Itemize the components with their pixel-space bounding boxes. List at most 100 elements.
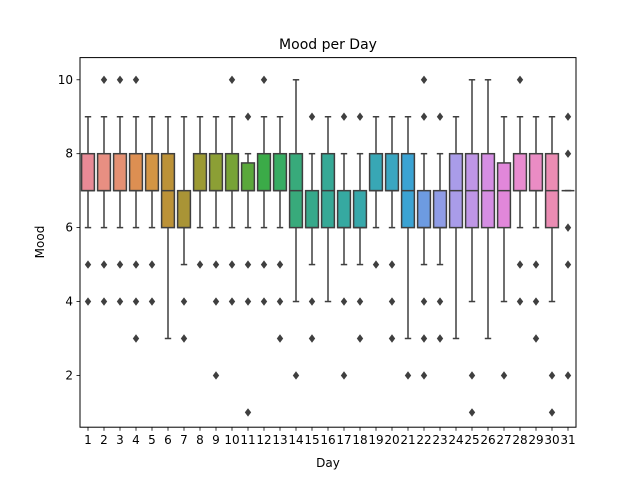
x-tick-label: 29 <box>528 433 543 447</box>
outlier-point <box>516 297 524 306</box>
outlier-point <box>340 112 348 121</box>
outlier-point <box>388 334 396 343</box>
box-day-22 <box>416 75 432 380</box>
y-tick-label: 10 <box>58 73 73 87</box>
box-body <box>336 189 352 229</box>
x-tick-label: 3 <box>116 433 124 447</box>
outlier-point <box>372 260 380 269</box>
outlier-point <box>212 297 220 306</box>
outlier-point <box>532 260 540 269</box>
outlier-point <box>212 371 220 380</box>
box-day-2 <box>96 75 112 306</box>
outlier-point <box>116 297 124 306</box>
x-tick-label: 12 <box>256 433 271 447</box>
outlier-point <box>548 408 556 417</box>
x-tick-label: 30 <box>544 433 559 447</box>
outlier-point <box>244 112 252 121</box>
box-day-19 <box>368 115 384 269</box>
y-axis-ticks: 2 4 6 8 10 <box>58 73 80 382</box>
box-body <box>304 189 320 229</box>
outlier-point <box>84 260 92 269</box>
y-tick-label: 6 <box>65 221 73 235</box>
x-tick-label: 20 <box>384 433 399 447</box>
box-day-18 <box>352 112 368 343</box>
box-day-1 <box>80 115 96 306</box>
box-day-26 <box>480 79 496 340</box>
outlier-point <box>100 297 108 306</box>
box-body <box>256 152 272 192</box>
box-day-15 <box>304 112 320 343</box>
box-day-4 <box>128 75 144 343</box>
box-body <box>496 162 512 229</box>
box-day-7 <box>176 115 192 343</box>
outlier-point <box>564 260 572 269</box>
x-tick-label: 16 <box>320 433 335 447</box>
box-body <box>240 162 256 192</box>
outlier-point <box>100 260 108 269</box>
box-body <box>368 152 384 192</box>
box-day-17 <box>336 112 352 380</box>
box-body <box>80 152 96 192</box>
box-body <box>112 152 128 192</box>
plot-area-frame <box>79 57 577 428</box>
x-tick-label: 26 <box>480 433 495 447</box>
outlier-point <box>340 371 348 380</box>
x-tick-label: 7 <box>180 433 188 447</box>
x-tick-label: 4 <box>132 433 140 447</box>
y-tick-label: 4 <box>65 295 73 309</box>
x-tick-label: 28 <box>512 433 527 447</box>
outlier-point <box>404 371 412 380</box>
outlier-point <box>516 75 524 84</box>
outlier-point <box>276 260 284 269</box>
box-body <box>528 152 544 192</box>
box-day-25 <box>464 79 480 417</box>
x-tick-label: 22 <box>416 433 431 447</box>
x-tick-label: 19 <box>368 433 383 447</box>
box-body <box>128 152 144 192</box>
outlier-point <box>356 334 364 343</box>
outlier-point <box>84 297 92 306</box>
x-tick-label: 6 <box>164 433 172 447</box>
outlier-point <box>564 371 572 380</box>
box-day-27 <box>496 115 512 380</box>
outlier-point <box>228 75 236 84</box>
box-body <box>272 152 288 192</box>
outlier-point <box>180 334 188 343</box>
box-day-11 <box>240 112 256 417</box>
outlier-point <box>180 297 188 306</box>
outlier-point <box>420 112 428 121</box>
outlier-point <box>436 334 444 343</box>
outlier-point <box>116 75 124 84</box>
outlier-point <box>228 260 236 269</box>
x-tick-label: 2 <box>100 433 108 447</box>
box-day-14 <box>288 79 304 380</box>
box-day-3 <box>112 75 128 306</box>
box-day-9 <box>208 115 224 380</box>
box-day-21 <box>400 115 416 380</box>
box-day-23 <box>432 112 448 343</box>
outlier-point <box>308 334 316 343</box>
outlier-point <box>468 408 476 417</box>
x-tick-label: 27 <box>496 433 511 447</box>
box-body <box>512 152 528 192</box>
box-day-20 <box>384 115 400 343</box>
outlier-point <box>292 371 300 380</box>
y-tick-label: 8 <box>65 147 73 161</box>
x-tick-label: 5 <box>148 433 156 447</box>
x-tick-label: 17 <box>336 433 351 447</box>
box-day-16 <box>320 115 336 303</box>
outlier-point <box>260 75 268 84</box>
outlier-point <box>388 260 396 269</box>
outlier-point <box>420 75 428 84</box>
x-tick-label: 24 <box>448 433 463 447</box>
box-day-28 <box>512 75 528 306</box>
y-tick-label: 2 <box>65 368 73 382</box>
outlier-point <box>260 260 268 269</box>
x-tick-label: 1 <box>84 433 92 447</box>
box-day-30 <box>544 115 560 417</box>
outlier-point <box>564 223 572 232</box>
box-day-10 <box>224 75 240 306</box>
outlier-point <box>436 112 444 121</box>
x-tick-label: 10 <box>224 433 239 447</box>
outlier-point <box>308 297 316 306</box>
